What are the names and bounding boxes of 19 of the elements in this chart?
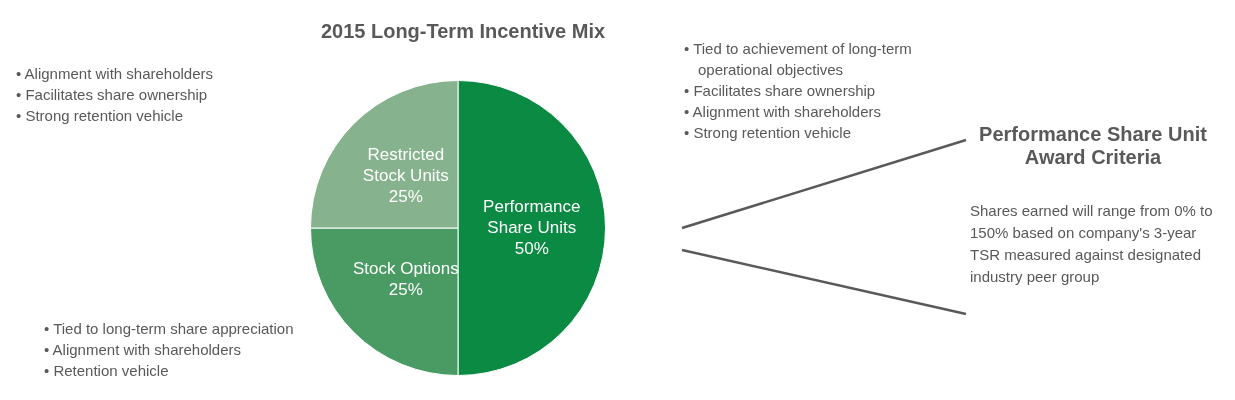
- slice-label: Stock Options: [352, 259, 459, 279]
- text: • Facilitates share ownership: [683, 81, 877, 101]
- text: • Strong retention vehicle: [15, 106, 184, 126]
- slice-label: Restricted Stock Units: [362, 144, 449, 185]
- text: • Alignment with shareholders: [15, 64, 215, 84]
- text: Shares earned will range from 0% to 150% based on company's 3-year TSR measured against designated industry peer group: [970, 201, 1214, 287]
- text: Performance Share Unit Award Criteria: [978, 123, 1208, 169]
- data-label: 25%: [388, 186, 423, 206]
- text: • Tied to long-term share appreciation: [43, 319, 295, 339]
- chart-title: 2015 Long-Term Incentive Mix: [319, 20, 607, 43]
- text: • Retention vehicle: [43, 361, 170, 381]
- text: • Strong retention vehicle: [683, 123, 852, 143]
- data-label: 25%: [388, 280, 423, 300]
- data-label: 50%: [514, 238, 549, 258]
- slice-label: Performance Share Units: [483, 196, 581, 237]
- text: • Alignment with shareholders: [43, 340, 243, 360]
- text: • Alignment with shareholders: [683, 102, 883, 122]
- text: • Tied to achievement of long-term operational objectives: [683, 39, 913, 80]
- text: • Facilitates share ownership: [15, 85, 209, 105]
